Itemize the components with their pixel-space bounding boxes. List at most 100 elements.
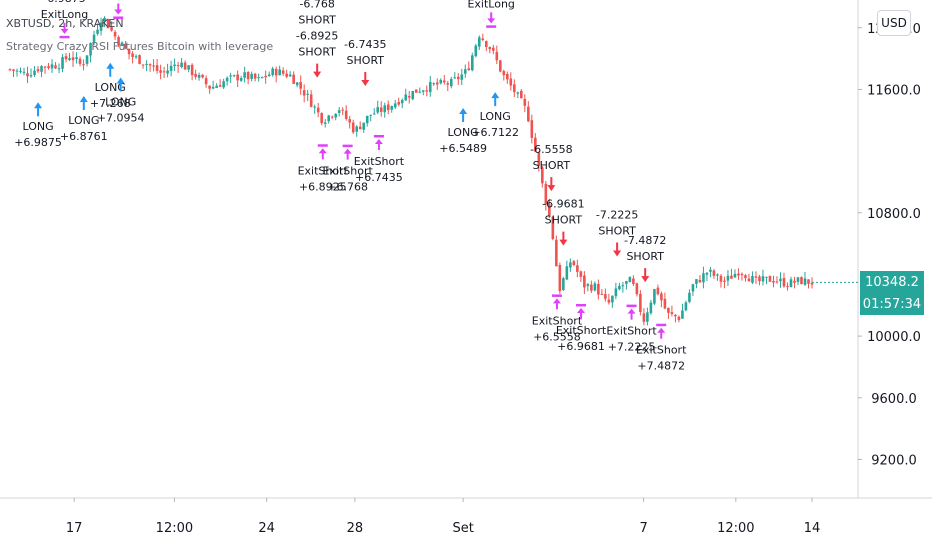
candle-body — [225, 77, 229, 82]
candle-body — [414, 89, 418, 93]
candle-body — [442, 80, 446, 83]
candle-body — [400, 100, 404, 104]
signal-label: LONG — [22, 120, 53, 133]
signal-label: ExitLong — [41, 8, 88, 21]
candle-body — [428, 82, 432, 93]
candle-body — [463, 69, 467, 74]
candle-body — [758, 276, 761, 282]
candle-body — [33, 70, 36, 75]
candle-body — [390, 106, 394, 110]
candle-body — [124, 43, 127, 49]
candle-body — [337, 110, 341, 113]
candle-body — [197, 74, 201, 78]
signal-label: SHORT — [626, 250, 664, 263]
y-tick-label: 9200.0 — [871, 453, 917, 468]
candle-body — [36, 69, 40, 72]
candle-body — [695, 279, 698, 284]
candle-body — [330, 116, 334, 118]
candle-body — [295, 82, 299, 86]
candle-body — [761, 276, 765, 282]
candle-body — [134, 56, 138, 58]
candle-body — [653, 289, 656, 304]
candle-body — [572, 261, 576, 266]
candle-body — [397, 101, 401, 105]
candle-body — [404, 94, 408, 101]
candle-body — [618, 285, 621, 290]
candle-body — [85, 55, 89, 64]
signal-label: ExitShort — [322, 165, 373, 178]
candle-body — [537, 152, 541, 166]
candle-body — [499, 60, 502, 72]
candle-body — [379, 107, 383, 112]
candle-body — [702, 273, 705, 283]
candle-body — [99, 22, 103, 31]
signal-label: -6.9681 — [542, 198, 584, 211]
candle-body — [299, 82, 302, 89]
candle-body — [684, 302, 688, 311]
candle-body — [351, 122, 355, 133]
long-arrow-icon — [34, 102, 43, 117]
candle-body — [470, 55, 474, 71]
candle-body — [628, 277, 632, 283]
candle-body — [583, 275, 586, 288]
candle-body — [569, 262, 572, 268]
exit-long-marker — [113, 16, 124, 19]
y-tick-label: 11600.0 — [867, 83, 921, 98]
signal-label: ExitShort — [606, 325, 657, 338]
candle-body — [509, 78, 513, 86]
candle-body — [562, 278, 565, 291]
candle-body — [803, 278, 807, 285]
signal-label: +6.8761 — [60, 130, 108, 143]
candle-body — [323, 122, 327, 124]
candle-body — [492, 47, 495, 51]
candle-body — [460, 74, 464, 80]
candle-body — [597, 283, 600, 295]
candle-body — [793, 280, 796, 283]
candle-body — [754, 276, 758, 278]
candle-body — [274, 68, 278, 76]
candle-body — [341, 109, 345, 111]
candle-body — [719, 275, 723, 282]
candle-body — [744, 275, 747, 279]
signal-label: LONG — [480, 110, 511, 123]
candle-body — [372, 113, 376, 115]
candle-body — [201, 74, 204, 78]
candle-body — [47, 66, 50, 69]
candle-body — [516, 92, 520, 94]
candle-body — [768, 276, 772, 282]
signal-label: SHORT — [545, 214, 583, 227]
candle-body — [688, 292, 691, 302]
signal-label: -6.9875 — [43, 0, 85, 5]
signal-label: +7.2225 — [608, 341, 656, 354]
candle-body — [730, 275, 733, 279]
candle-body — [334, 113, 338, 118]
candle-body — [765, 276, 768, 278]
candle-body — [488, 46, 492, 50]
candle-body — [22, 71, 26, 73]
candle-body — [19, 70, 22, 72]
candle-body — [747, 278, 751, 282]
candle-body — [362, 122, 366, 130]
exit-short-arrow-icon — [552, 298, 561, 310]
signal-label: -6.8925 — [296, 30, 338, 43]
candle-body — [138, 55, 141, 64]
candle-body — [670, 312, 674, 314]
candle-body — [484, 41, 488, 48]
candle-body — [677, 316, 681, 320]
candle-body — [54, 65, 57, 69]
candle-body — [173, 64, 176, 67]
candle-body — [621, 285, 625, 287]
candle-body — [449, 78, 453, 87]
candle-body — [446, 83, 450, 85]
candle-body — [50, 64, 54, 69]
signal-label: LONG — [95, 81, 126, 94]
candle-body — [477, 37, 481, 47]
last-price-tag: 10348.2 — [860, 271, 924, 294]
candle-body — [103, 17, 106, 22]
currency-button[interactable]: USD — [877, 10, 911, 36]
candle-body — [709, 269, 712, 272]
candle-body — [316, 107, 320, 113]
candle-body — [260, 77, 264, 79]
candle-body — [425, 90, 429, 92]
